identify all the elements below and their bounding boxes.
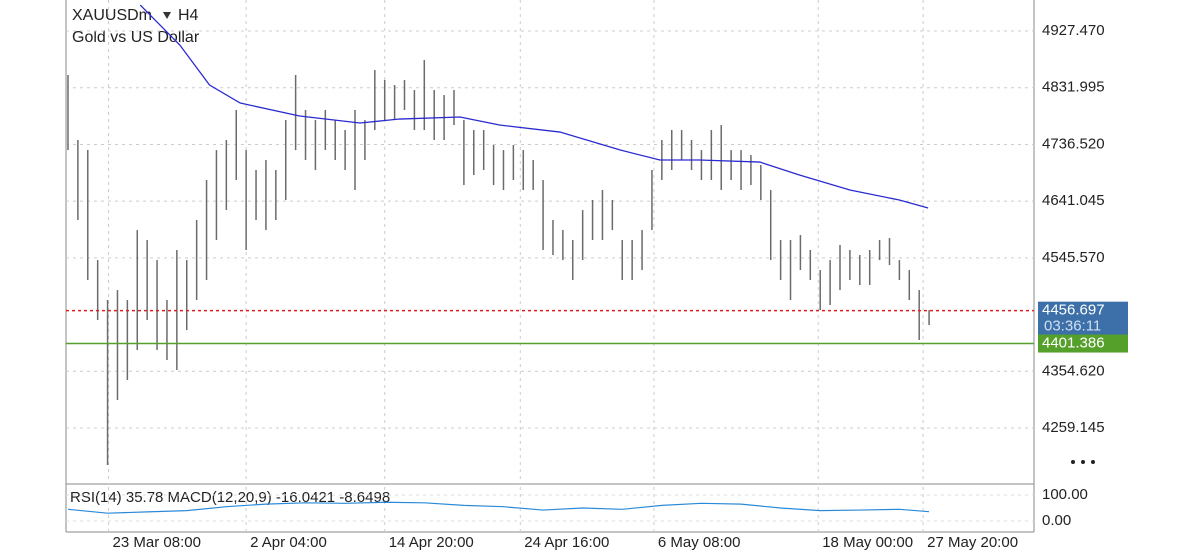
more-menu[interactable] bbox=[1071, 460, 1095, 464]
x-tick-label: 18 May 00:00 bbox=[822, 534, 913, 551]
symbol-dropdown-icon[interactable] bbox=[163, 12, 171, 19]
price-label: 4401.386 bbox=[1042, 334, 1105, 351]
countdown-label: 03:36:11 bbox=[1044, 318, 1101, 335]
x-tick-label: 23 Mar 08:00 bbox=[113, 534, 201, 551]
y-tick-label: 4641.045 bbox=[1042, 192, 1105, 209]
dot[interactable] bbox=[1071, 460, 1075, 464]
y-tick-label: 4259.145 bbox=[1042, 419, 1105, 436]
x-tick-label: 6 May 08:00 bbox=[658, 534, 741, 551]
indicator-y-tick-label: 100.00 bbox=[1042, 486, 1088, 503]
y-tick-label: 4545.570 bbox=[1042, 249, 1105, 266]
timeframe[interactable]: H4 bbox=[178, 7, 199, 24]
x-tick-label: 14 Apr 20:00 bbox=[389, 534, 474, 551]
x-tick-label: 2 Apr 04:00 bbox=[250, 534, 327, 551]
rsi-line bbox=[67, 501, 930, 514]
y-tick-label: 4831.995 bbox=[1042, 79, 1105, 96]
price-label-box bbox=[1038, 301, 1128, 336]
y-tick-label: 4736.520 bbox=[1042, 135, 1105, 152]
symbol[interactable]: XAUUSDm bbox=[72, 7, 152, 24]
y-tick-label: 4927.470 bbox=[1042, 22, 1105, 39]
x-tick-label: 24 Apr 16:00 bbox=[524, 534, 609, 551]
y-tick-label: 4354.620 bbox=[1042, 362, 1105, 379]
x-tick-label: 27 May 20:00 bbox=[927, 534, 1018, 551]
dot[interactable] bbox=[1091, 460, 1095, 464]
price-label-box bbox=[1038, 334, 1128, 353]
indicator-label: RSI(14) 35.78 MACD(12,20,9) -16.0421 -8.… bbox=[70, 489, 390, 506]
moving-average bbox=[139, 4, 929, 209]
indicator-y-tick-label: 0.00 bbox=[1042, 512, 1071, 529]
symbol-description: Gold vs US Dollar bbox=[72, 29, 200, 46]
dot[interactable] bbox=[1081, 460, 1085, 464]
price-label: 4456.697 bbox=[1042, 302, 1105, 319]
